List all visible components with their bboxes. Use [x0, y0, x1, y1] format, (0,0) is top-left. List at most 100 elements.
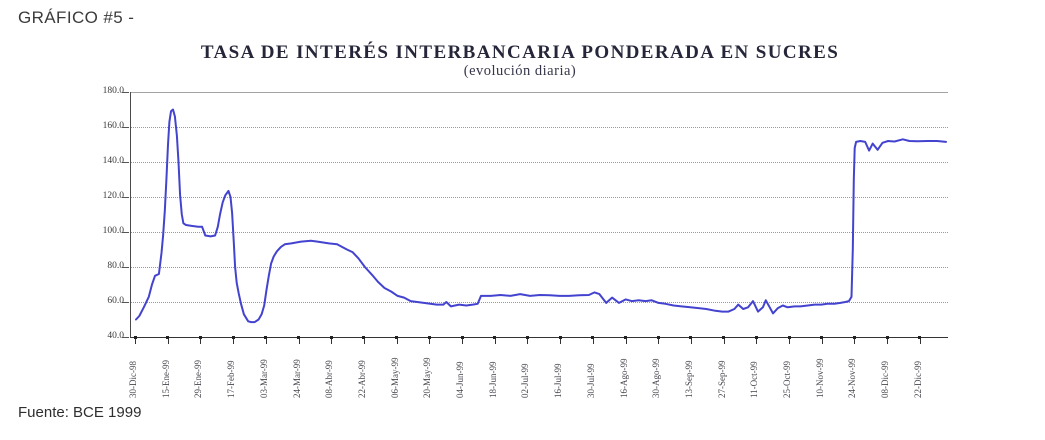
x-tick-dot — [787, 335, 791, 339]
y-axis-label: 80.0 — [107, 261, 124, 271]
gridline — [131, 162, 948, 163]
y-tick — [122, 162, 129, 163]
x-axis-label: 03-Mar-99 — [258, 359, 269, 398]
x-axis-label: 24-Nov-99 — [847, 358, 858, 399]
x-tick-dot — [231, 335, 235, 339]
x-axis-label: 16-Ago-99 — [618, 358, 629, 399]
x-axis-label: 30-Ago-99 — [651, 358, 662, 399]
x-tick-dot — [297, 335, 300, 339]
source-note: Fuente: BCE 1999 — [18, 404, 142, 421]
x-tick — [560, 338, 562, 344]
x-axis-label: 08-Abr-99 — [324, 360, 335, 398]
x-tick — [298, 338, 300, 344]
x-tick-dot — [591, 335, 595, 339]
x-tick-dot — [754, 335, 758, 339]
x-tick — [690, 338, 692, 344]
x-tick — [527, 338, 529, 344]
x-tick — [756, 338, 758, 344]
x-axis-label: 10-Nov-99 — [814, 358, 825, 399]
x-tick — [429, 338, 431, 344]
x-tick — [592, 338, 594, 344]
x-tick-dot — [362, 335, 366, 339]
gridline — [131, 302, 948, 303]
x-tick — [821, 338, 823, 344]
y-axis-label: 140.0 — [102, 156, 124, 166]
gridline — [131, 197, 948, 198]
figure-heading: GRÁFICO #5 - — [18, 8, 135, 27]
y-tick — [122, 197, 129, 198]
y-tick — [122, 127, 129, 128]
x-tick — [363, 338, 365, 344]
x-tick-dot — [395, 335, 399, 339]
x-tick — [658, 338, 660, 344]
x-tick-dot — [166, 335, 170, 339]
x-axis-label: 04-Jun-99 — [455, 361, 465, 399]
x-axis-label: 27-Sep-99 — [716, 360, 727, 399]
x-axis-label: 18-Jun-99 — [487, 361, 498, 399]
y-axis-label: 60.0 — [107, 296, 124, 306]
plot-area — [130, 92, 948, 338]
x-tick — [200, 338, 202, 344]
x-tick-dot — [329, 335, 333, 339]
x-tick-dot — [133, 335, 137, 339]
x-tick — [135, 338, 136, 344]
gridline — [131, 267, 948, 268]
x-tick-dot — [525, 335, 529, 339]
x-axis-label: 22-Abr-99 — [356, 360, 367, 398]
chart-title: TASA DE INTERÉS INTERBANCARIA PONDERADA … — [200, 42, 840, 63]
y-tick — [122, 302, 129, 303]
gridline — [131, 92, 948, 93]
gridline — [131, 127, 948, 128]
y-axis-label: 40.0 — [107, 331, 124, 341]
x-tick-dot — [427, 335, 431, 339]
x-axis-label: 02-Jul-99 — [520, 363, 531, 399]
x-axis-label: 29-Ene-99 — [193, 360, 204, 398]
interest-rate-line-chart — [135, 108, 947, 324]
x-tick — [331, 338, 333, 344]
x-tick — [462, 338, 463, 344]
x-tick-dot — [558, 335, 562, 339]
x-axis-label: 25-Oct-99 — [782, 361, 792, 398]
y-axis-label: 180.0 — [102, 86, 124, 96]
x-tick-dot — [493, 335, 497, 339]
gridline — [131, 232, 948, 233]
x-tick-dot — [656, 335, 660, 339]
x-axis-label: 13-Sep-99 — [683, 360, 694, 399]
x-tick-dot — [460, 335, 464, 339]
x-axis-label: 17-Feb-99 — [226, 360, 237, 399]
x-tick — [625, 338, 627, 344]
x-axis-label: 30-Jul-99 — [585, 363, 596, 399]
x-tick-dot — [624, 335, 627, 339]
x-tick-dot — [264, 335, 268, 339]
x-tick — [854, 338, 856, 344]
y-tick — [122, 267, 129, 268]
x-tick-dot — [198, 335, 202, 339]
x-tick-dot — [852, 335, 856, 339]
x-tick — [233, 338, 235, 344]
y-axis-label: 100.0 — [102, 226, 124, 236]
x-tick-dot — [885, 335, 889, 339]
x-axis-label: 08-Dic-99 — [880, 361, 891, 398]
x-tick-dot — [820, 335, 824, 339]
x-tick — [723, 338, 725, 344]
y-tick — [122, 232, 129, 233]
data-line — [135, 108, 947, 324]
x-tick-dot — [722, 335, 726, 339]
y-axis-label: 120.0 — [102, 191, 124, 201]
x-axis-label: 20-May-99 — [422, 357, 433, 399]
x-tick — [396, 338, 398, 344]
x-axis-label: 22-Dic-99 — [912, 361, 923, 398]
x-axis-label: 06-May-99 — [389, 357, 400, 399]
chart-subtitle: (evolución diaria) — [463, 63, 577, 79]
x-tick — [789, 338, 790, 344]
x-tick — [887, 338, 889, 344]
x-tick — [265, 338, 267, 344]
x-axis-label: 11-Oct-99 — [749, 361, 760, 398]
y-tick — [122, 337, 129, 338]
x-tick — [167, 338, 169, 344]
x-tick-dot — [689, 335, 693, 339]
y-tick — [122, 92, 129, 93]
x-tick — [919, 338, 921, 344]
x-tick-dot — [918, 335, 922, 339]
